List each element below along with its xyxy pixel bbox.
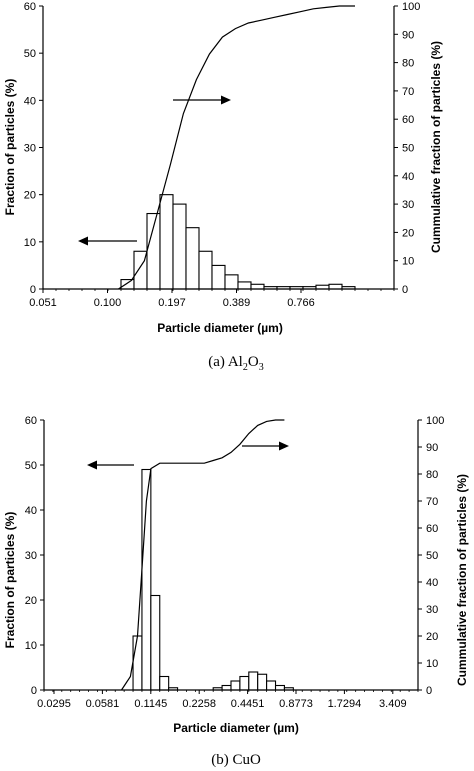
histogram-bar <box>250 283 265 290</box>
x-tick-label: 0.8773 <box>279 698 313 710</box>
x-tick-label: 0.0295 <box>37 698 71 710</box>
chart-a-cumulative-line <box>118 5 355 290</box>
left-tick-label: 60 <box>25 415 37 427</box>
histogram-bar <box>328 283 343 290</box>
chart-b-ylabel: Fraction of particles (%) <box>3 512 17 649</box>
right-tick-label: 30 <box>402 199 414 211</box>
histogram-bar <box>150 594 161 691</box>
chart-b-left-ticks: 0 10 20 30 40 50 60 <box>25 415 44 697</box>
left-tick-label: 20 <box>24 190 36 202</box>
left-tick-label: 30 <box>24 143 36 155</box>
chart-a-left-ticks: 0 10 20 30 40 50 60 <box>24 1 43 296</box>
right-tick-label: 100 <box>426 415 444 427</box>
chart-b-cumulative-line <box>120 419 285 691</box>
histogram-bar <box>224 274 239 290</box>
right-tick-label: 100 <box>402 1 420 13</box>
chart-a-x-ticks: 0.051 0.100 0.197 0.389 0.766 <box>29 289 395 309</box>
right-tick-label: 90 <box>426 442 438 454</box>
x-tick-label: 1.7294 <box>328 698 362 710</box>
right-tick-label: 30 <box>426 604 438 616</box>
chart-b-bars <box>132 468 294 691</box>
x-tick-label: 0.1145 <box>134 698 167 710</box>
left-tick-label: 60 <box>24 1 36 13</box>
chart-a-plot-frame <box>42 6 395 290</box>
histogram-bar <box>239 675 250 691</box>
left-tick-label: 50 <box>24 48 36 60</box>
chart-b-x-ticks: 0.0295 0.0581 0.1145 0.2258 0.4451 0.8773 1.72… <box>37 690 419 710</box>
x-tick-label: 0.766 <box>287 297 315 309</box>
chart-a: Fraction of particles (%) Cummulative fr… <box>3 1 443 373</box>
chart-a-ylabel: Fraction of particles (%) <box>3 79 17 216</box>
x-tick-label: 0.051 <box>29 297 57 309</box>
histogram-bar <box>159 194 174 290</box>
chart-a-caption: (a) Al2O3 <box>208 354 263 373</box>
right-tick-label: 40 <box>402 171 414 183</box>
chart-a-ylabel2: Cummulative fraction of particles (%) <box>429 41 443 253</box>
left-tick-label: 30 <box>25 550 37 562</box>
chart-b-arrow-right <box>242 441 289 451</box>
right-tick-label: 80 <box>402 58 414 70</box>
left-tick-label: 10 <box>24 237 36 249</box>
histogram-bar <box>198 250 213 290</box>
left-tick-label: 40 <box>25 505 37 517</box>
left-tick-label: 40 <box>24 95 36 107</box>
x-tick-label: 0.389 <box>223 297 251 309</box>
left-tick-label: 10 <box>25 640 37 652</box>
right-tick-label: 10 <box>402 256 414 268</box>
chart-a-arrow-left <box>78 236 137 246</box>
x-tick-label: 0.197 <box>158 297 186 309</box>
chart-b-ylabel2: Cummulative fraction of particles (%) <box>455 474 469 686</box>
chart-b-caption: (b) CuO <box>211 752 261 768</box>
histogram-bar <box>257 673 268 691</box>
chart-a-arrow-right <box>173 95 231 105</box>
x-tick-label: 3.409 <box>379 698 407 710</box>
right-tick-label: 60 <box>402 114 414 126</box>
x-tick-label: 0.100 <box>94 297 122 309</box>
chart-b-plot-frame <box>43 420 419 691</box>
left-tick-label: 50 <box>25 460 37 472</box>
histogram-bar <box>230 680 241 691</box>
right-tick-label: 50 <box>402 143 414 155</box>
histogram-bar <box>211 264 226 290</box>
right-tick-label: 90 <box>402 29 414 41</box>
histogram-bar <box>159 675 170 691</box>
right-tick-label: 60 <box>426 523 438 535</box>
left-tick-label: 0 <box>31 685 37 697</box>
chart-a-xlabel: Particle diameter (µm) <box>157 321 283 335</box>
chart-b-arrow-left <box>87 460 134 470</box>
histogram-bar <box>185 227 200 290</box>
histogram-bar <box>221 684 232 691</box>
histogram-bar <box>172 203 187 290</box>
right-tick-label: 20 <box>426 631 438 643</box>
histogram-bar <box>266 680 277 691</box>
histogram-bar <box>248 671 259 691</box>
histogram-bar <box>237 281 252 290</box>
right-tick-label: 20 <box>402 227 414 239</box>
left-tick-label: 20 <box>25 595 37 607</box>
right-tick-label: 70 <box>402 86 414 98</box>
right-tick-label: 70 <box>426 496 438 508</box>
right-tick-label: 10 <box>426 658 438 670</box>
right-tick-label: 40 <box>426 577 438 589</box>
x-tick-label: 0.4451 <box>231 698 265 710</box>
left-tick-label: 0 <box>30 284 36 296</box>
x-tick-label: 0.0581 <box>86 698 120 710</box>
right-tick-label: 50 <box>426 550 438 562</box>
chart-a-right-ticks: 0 10 20 30 40 50 60 70 80 90 100 <box>394 1 420 296</box>
x-tick-label: 0.2258 <box>182 698 216 710</box>
right-tick-label: 80 <box>426 469 438 481</box>
right-tick-label: 0 <box>402 284 408 296</box>
chart-b: Fraction of particles (%) Cummulative fr… <box>3 415 469 768</box>
right-tick-label: 0 <box>426 685 432 697</box>
histogram-bar <box>120 279 135 290</box>
chart-b-xlabel: Particle diameter (µm) <box>173 721 299 735</box>
histogram-bar <box>274 684 285 691</box>
chart-b-right-ticks: 0 10 20 30 40 50 60 70 80 90 100 <box>418 415 444 697</box>
histogram-bar <box>132 635 143 691</box>
chart-a-bars <box>120 194 356 290</box>
